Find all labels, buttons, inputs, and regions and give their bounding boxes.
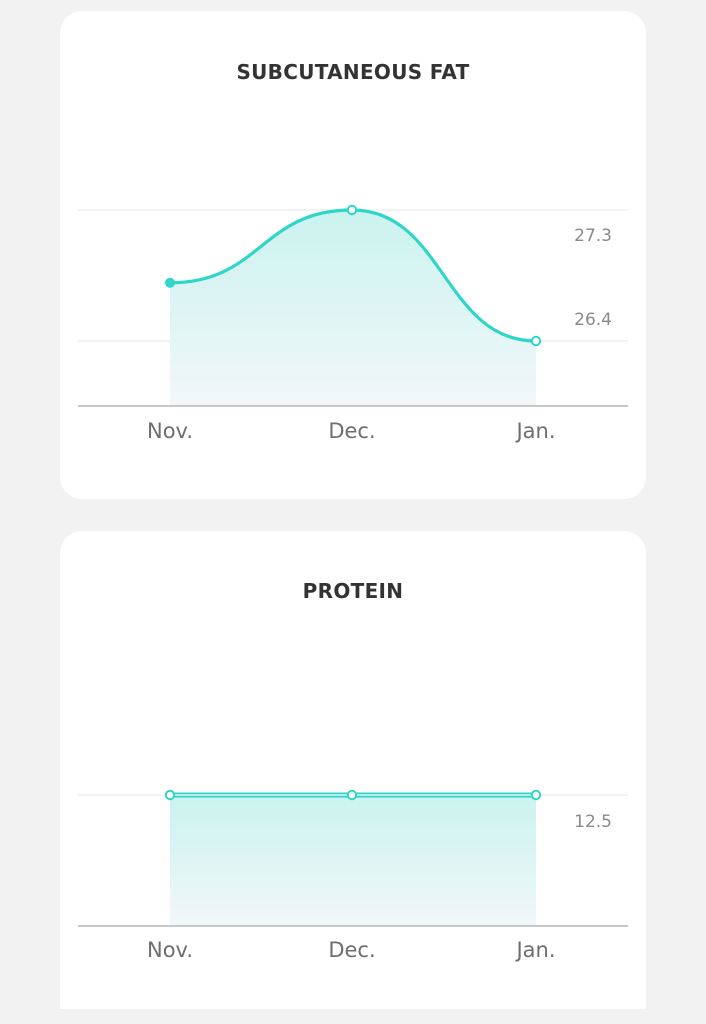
data-point[interactable] (530, 789, 542, 801)
x-tick-label: Dec. (328, 419, 375, 443)
x-tick-label: Dec. (328, 938, 375, 962)
data-point[interactable] (530, 335, 542, 347)
x-tick-label: Nov. (147, 419, 193, 443)
data-point[interactable] (164, 789, 176, 801)
area-fill (170, 795, 536, 926)
value-label: 12.5 (574, 812, 612, 832)
value-label: 27.3 (574, 226, 612, 246)
value-label: 26.4 (574, 310, 612, 330)
x-tick-label: Jan. (514, 938, 555, 962)
data-point[interactable] (346, 204, 358, 216)
x-tick-label: Nov. (147, 938, 193, 962)
subcutaneous-fat-chart: 27.3 26.4 Nov. Dec. Jan. (78, 204, 628, 443)
data-point[interactable] (165, 277, 175, 288)
data-point[interactable] (346, 789, 358, 801)
subcutaneous-fat-card: SUBCUTANEOUS FAT 27.3 26.4 Nov. Dec. Jan. (60, 11, 646, 499)
x-tick-label: Jan. (514, 419, 555, 443)
area-fill (170, 210, 536, 406)
protein-chart: 12.5 Nov. Dec. Jan. (78, 789, 628, 962)
chart-title: PROTEIN (302, 579, 404, 603)
chart-title: SUBCUTANEOUS FAT (236, 60, 470, 84)
protein-card: PROTEIN 12.5 Nov. Dec. Jan. (60, 531, 646, 1009)
